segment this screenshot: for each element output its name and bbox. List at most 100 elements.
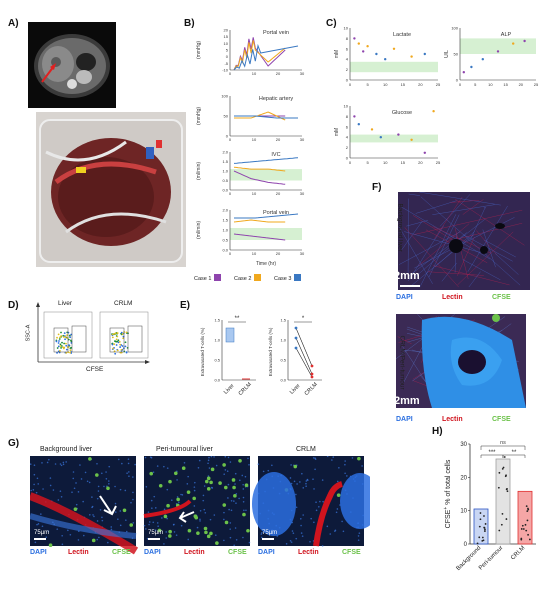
c-ylabel-0: mM	[334, 50, 340, 58]
g2-cfse-22	[207, 535, 211, 539]
h-point-2-12	[529, 539, 531, 541]
g2-nucleus-46	[209, 467, 211, 469]
b-ytick-3-1: 1.5	[222, 218, 228, 223]
g1-nucleus-42	[134, 464, 136, 466]
g2-cfse-18	[159, 484, 163, 488]
h-point-1-13	[507, 490, 509, 492]
g2-nucleus-110	[177, 496, 179, 498]
g1-nucleus-49	[128, 463, 130, 465]
b-ytick-0-1: 15	[224, 34, 229, 39]
d-event-1-50	[116, 336, 118, 338]
g2-cfse-16	[194, 516, 198, 520]
g1-cfse: CFSE	[112, 549, 131, 556]
h-sig-top: ns	[500, 440, 506, 446]
g2-nucleus-65	[243, 497, 245, 499]
g3-nucleus-90	[299, 481, 301, 483]
g2-cfse-17	[242, 513, 246, 517]
g1-nucleus-105	[40, 513, 42, 515]
g1-nucleus-58	[62, 543, 64, 545]
g1-nucleus-117	[34, 474, 36, 476]
g1-cfse-7	[49, 543, 53, 547]
g3-nucleus-89	[300, 525, 302, 527]
g2-nucleus-81	[227, 497, 229, 499]
e-ytick-0-0: 1.5	[214, 318, 220, 323]
g1-nucleus-22	[61, 535, 63, 537]
g2-cfse-25	[176, 498, 180, 502]
h-point-0-6	[484, 527, 486, 529]
c-xtick-1-1: 5	[474, 82, 477, 87]
panel-label-d: D)	[8, 300, 19, 311]
g2-nucleus-45	[184, 462, 186, 464]
g1-nucleus-11	[33, 484, 35, 486]
g2-nucleus-23	[199, 520, 201, 522]
g3-nucleus-77	[286, 543, 288, 545]
g3-nucleus-10	[295, 494, 297, 496]
g2-nucleus-12	[208, 457, 210, 459]
g2-cfse-1	[205, 480, 209, 484]
e-pair-crlm-2	[311, 376, 314, 379]
g2-nucleus-88	[166, 518, 168, 520]
c-point-0-5	[393, 48, 395, 50]
f-bottom-dapi: DAPI	[396, 416, 413, 423]
g-scale-bar-2	[148, 538, 160, 540]
g1-nucleus-21	[93, 516, 95, 518]
g2-cfse-13	[187, 490, 191, 494]
d-event-1-25	[125, 345, 127, 347]
g3-nucleus-39	[315, 501, 317, 503]
g3-nucleus-98	[301, 532, 303, 534]
h-point-1-7	[503, 467, 505, 469]
g2-cfse-34	[149, 472, 153, 476]
c-ylabel-1: U/L	[444, 50, 450, 58]
c-point-0-7	[424, 53, 426, 55]
g2-nucleus-0	[249, 542, 251, 544]
g1-nucleus-59	[36, 524, 38, 526]
d-event-1-46	[119, 341, 121, 343]
g2-nucleus-77	[235, 473, 237, 475]
d-event-0-49	[59, 350, 61, 352]
g2-nucleus-95	[211, 487, 213, 489]
h-point-0-12	[484, 529, 486, 531]
g1-nucleus-114	[37, 477, 39, 479]
d-event-1-59	[119, 344, 121, 346]
c-ytick-1-1: 50	[454, 52, 459, 57]
g2-nucleus-86	[228, 484, 230, 486]
g2-nucleus-104	[187, 483, 189, 485]
c-xtick-2-4: 20	[418, 160, 423, 165]
g1-nucleus-87	[126, 472, 128, 474]
d-event-0-18	[60, 332, 62, 334]
c-point-2-0	[353, 115, 355, 117]
h-point-1-10	[506, 488, 508, 490]
d-event-0-23	[58, 346, 60, 348]
g3-nucleus-88	[290, 477, 292, 479]
e-ytick-1-3: 0.0	[280, 378, 286, 383]
d-event-0-55	[63, 348, 65, 350]
g3-nucleus-82	[319, 501, 321, 503]
g3-nucleus-28	[301, 473, 303, 475]
b-legend-label-0: Case 1	[194, 276, 211, 282]
g1-nucleus-108	[75, 482, 77, 484]
g1-nucleus-112	[115, 511, 117, 513]
g-scale-bar-1	[34, 538, 46, 540]
e-ytick-0-2: 0.5	[214, 358, 220, 363]
g1-nucleus-41	[91, 496, 93, 498]
g1-nucleus-0	[98, 537, 100, 539]
g2-nucleus-91	[153, 496, 155, 498]
d-event-0-27	[66, 349, 68, 351]
panel-label-e: E)	[180, 300, 190, 311]
d-event-1-29	[112, 344, 114, 346]
perfusion-photo	[36, 112, 186, 267]
g3-nucleus-76	[309, 541, 311, 543]
g1-nucleus-3	[50, 485, 52, 487]
g1-nucleus-9	[56, 528, 58, 530]
f-bottom-scale: 2mm	[394, 395, 420, 407]
f-top-cfse: CFSE	[492, 294, 511, 301]
g2-nucleus-111	[202, 500, 204, 502]
g1-nucleus-89	[55, 463, 57, 465]
g1-nucleus-54	[34, 464, 36, 466]
h-point-2-4	[526, 505, 528, 507]
g3-nucleus-40	[344, 472, 346, 474]
g3-nucleus-50	[302, 535, 304, 537]
h-cat-2: CRLM	[510, 545, 526, 561]
h-point-1-12	[498, 487, 500, 489]
